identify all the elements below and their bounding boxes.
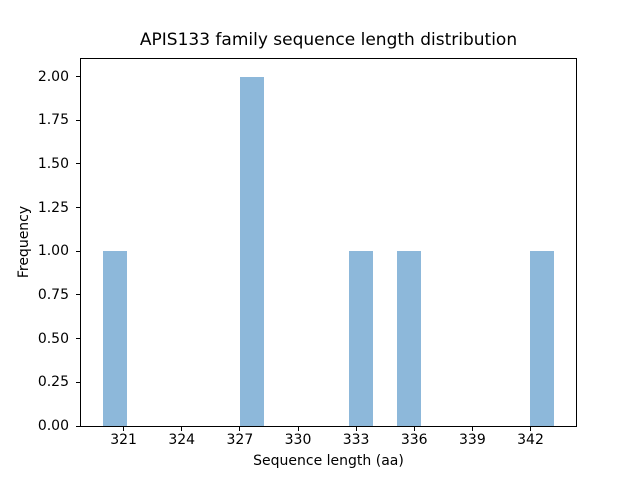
x-tick-label: 330	[284, 432, 312, 448]
x-tick-label: 327	[226, 432, 254, 448]
x-tick-mark	[123, 427, 125, 431]
y-tick-mark	[76, 381, 80, 383]
y-tick-label: 0.25	[37, 374, 69, 391]
y-tick-label: 1.25	[37, 199, 69, 216]
plot-area	[80, 58, 577, 427]
x-tick-label: 321	[110, 432, 137, 448]
x-axis-label: Sequence length (aa)	[253, 453, 404, 469]
x-tick-mark	[471, 427, 473, 431]
y-tick-mark	[76, 250, 80, 252]
y-tick-label: 1.00	[37, 243, 69, 260]
y-tick-label: 0.50	[37, 330, 69, 347]
x-tick-mark	[355, 427, 357, 431]
x-tick-label: 324	[168, 432, 196, 448]
y-tick-mark	[76, 207, 80, 208]
y-tick-label: 0.75	[37, 286, 69, 303]
x-tick-mark	[413, 427, 415, 431]
x-tick-label: 333	[342, 432, 370, 448]
x-tick-label: 342	[517, 432, 544, 448]
y-tick-mark	[76, 338, 80, 340]
y-tick-mark	[76, 119, 80, 121]
x-tick-mark	[297, 427, 299, 431]
y-tick-label: 2.00	[37, 68, 69, 85]
y-tick-label: 1.50	[37, 155, 69, 172]
y-tick-label: 1.75	[37, 112, 69, 129]
x-tick-mark	[530, 427, 531, 431]
y-axis-label: Frequency	[16, 205, 32, 279]
x-tick-mark	[181, 427, 183, 431]
x-tick-label: 336	[400, 432, 428, 448]
histogram-bar	[103, 251, 128, 426]
x-tick-mark	[239, 427, 241, 431]
x-tick-label: 339	[459, 432, 486, 448]
histogram-bar	[396, 251, 421, 426]
histogram-bar	[529, 251, 554, 426]
y-tick-mark	[76, 425, 80, 427]
y-tick-mark	[76, 294, 80, 296]
histogram-bar	[239, 76, 264, 426]
y-tick-label: 0.00	[37, 418, 69, 434]
y-tick-mark	[76, 163, 80, 165]
y-tick-mark	[76, 76, 80, 77]
histogram-bar	[348, 251, 373, 426]
chart-title: APIS133 family sequence length distribut…	[139, 30, 518, 50]
